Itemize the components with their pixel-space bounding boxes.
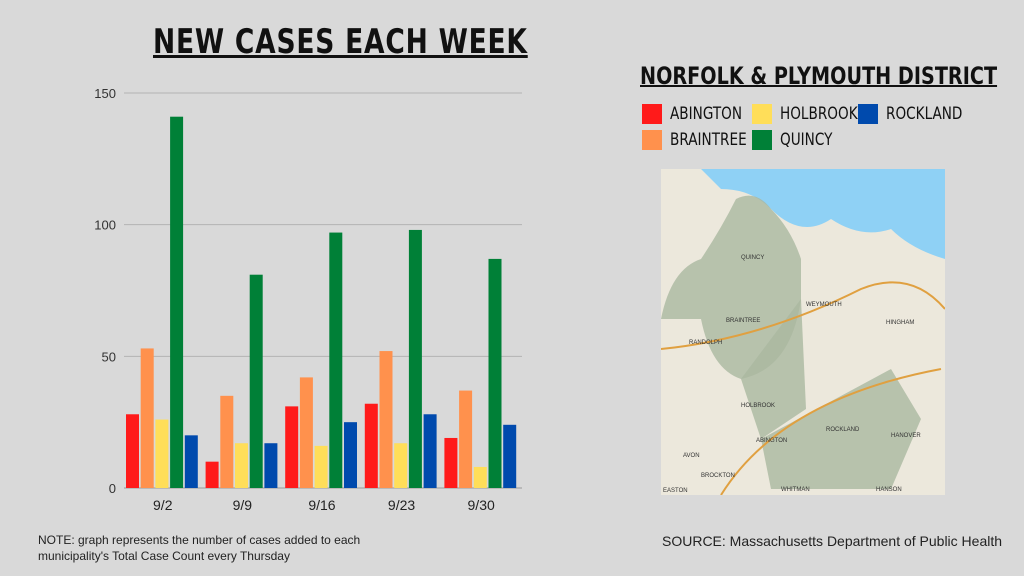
map-label: EASTON <box>663 488 688 494</box>
map-label: AVON <box>683 453 700 459</box>
y-tick-label: 100 <box>94 218 116 233</box>
y-tick-label: 150 <box>94 86 116 101</box>
legend-title: NORFOLK & PLYMOUTH DISTRICT <box>640 62 998 90</box>
legend-swatch <box>752 130 772 150</box>
bar-abington <box>205 461 219 488</box>
legend-swatch <box>642 104 662 124</box>
bar-rockland <box>344 422 357 488</box>
bar-braintree <box>140 348 154 488</box>
legend-label: QUINCY <box>780 130 833 150</box>
map-label: HANSON <box>876 487 902 493</box>
bar-braintree <box>379 351 393 488</box>
legend-label: BRAINTREE <box>670 130 747 150</box>
bar-quincy <box>249 274 263 488</box>
bar-quincy <box>488 258 502 488</box>
bar-rockland <box>503 424 517 488</box>
x-tick-label: 9/2 <box>153 497 173 513</box>
chart-title: NEW CASES EACH WEEK <box>153 22 528 62</box>
bar-quincy <box>408 229 422 488</box>
legend-item-quincy: QUINCY <box>752 130 846 150</box>
bar-braintree <box>459 390 473 488</box>
legend-swatch <box>642 130 662 150</box>
map-label: WHITMAN <box>781 487 810 493</box>
map-label: HOLBROOK <box>741 403 775 409</box>
footnote: NOTE: graph represents the number of cas… <box>38 533 361 563</box>
legend-label: ABINGTON <box>670 104 743 124</box>
bar-chart: 0 50 100 150 9/2 9/9 9/16 9/23 9/30 <box>94 86 522 513</box>
bar-holbrook <box>394 443 408 488</box>
y-tick-label: 50 <box>102 349 116 364</box>
map-label: QUINCY <box>741 255 764 261</box>
map-label: BRAINTREE <box>726 318 760 324</box>
x-tick-label: 9/23 <box>388 497 415 513</box>
legend-swatch <box>858 104 878 124</box>
legend-item-rockland: ROCKLAND <box>858 104 982 124</box>
bar-rockland <box>264 443 278 488</box>
legend-item-braintree: BRAINTREE <box>642 130 766 150</box>
bar-holbrook <box>473 466 487 488</box>
legend-swatch <box>752 104 772 124</box>
map-label: WEYMOUTH <box>806 302 842 308</box>
map-label: BROCKTON <box>701 473 735 479</box>
legend-item-holbrook: HOLBROOK <box>752 104 877 124</box>
map-label: HANOVER <box>891 433 921 439</box>
bar-abington <box>444 437 458 488</box>
map-label: ROCKLAND <box>826 427 860 433</box>
district-map: QUINCY WEYMOUTH BRAINTREE RANDOLPH HINGHAM HO… <box>661 169 945 495</box>
legend-item-abington: ABINGTON <box>642 104 760 124</box>
bar-holbrook <box>235 443 248 488</box>
y-tick-label: 0 <box>109 481 116 496</box>
x-tick-label: 9/30 <box>468 497 495 513</box>
bar-abington <box>364 403 378 488</box>
x-tick-label: 9/9 <box>233 497 253 513</box>
bar-holbrook <box>155 419 169 488</box>
bar-abington <box>126 414 139 488</box>
bar-rockland <box>184 435 198 488</box>
bar-abington <box>285 406 299 488</box>
map-label: ABINGTON <box>756 438 787 444</box>
legend-label: ROCKLAND <box>886 104 963 124</box>
bar-braintree <box>299 377 313 488</box>
bar-rockland <box>423 414 437 488</box>
x-tick-label: 9/16 <box>308 497 335 513</box>
map-label: RANDOLPH <box>689 340 722 346</box>
map-label: HINGHAM <box>886 320 914 326</box>
bar-quincy <box>170 116 184 488</box>
source-text: SOURCE: Massachusetts Department of Publ… <box>662 533 1003 549</box>
bar-quincy <box>329 232 343 488</box>
legend-label: HOLBROOK <box>780 104 858 124</box>
bar-braintree <box>220 395 234 488</box>
bar-holbrook <box>314 445 328 488</box>
